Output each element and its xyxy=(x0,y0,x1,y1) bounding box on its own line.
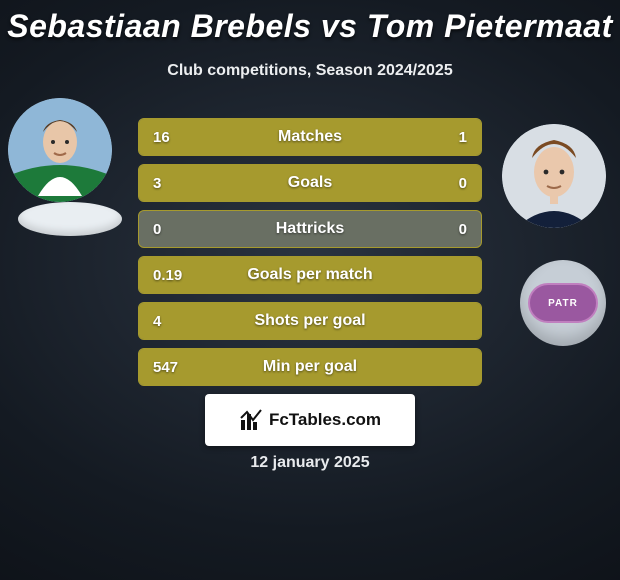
stat-value-left: 0.19 xyxy=(153,267,182,284)
stat-label: Goals per match xyxy=(247,266,372,284)
stat-row: 0 Hattricks 0 xyxy=(138,210,482,248)
player-left-face-icon xyxy=(8,98,112,202)
stat-value-left: 0 xyxy=(153,221,161,238)
stat-fill-right xyxy=(405,119,481,155)
stat-fill-left xyxy=(139,119,407,155)
player-left-avatar xyxy=(8,98,112,202)
fctables-logo-icon xyxy=(239,408,263,432)
player-right-face-icon xyxy=(502,124,606,228)
stat-row: 3 Goals 0 xyxy=(138,164,482,202)
generated-date: 12 january 2025 xyxy=(0,454,620,472)
comparison-infographic: Sebastiaan Brebels vs Tom Pietermaat Clu… xyxy=(0,0,620,580)
stat-value-right: 1 xyxy=(459,129,467,146)
stat-row: 547 Min per goal xyxy=(138,348,482,386)
page-title: Sebastiaan Brebels vs Tom Pietermaat xyxy=(0,8,620,45)
stat-label: Shots per goal xyxy=(254,312,365,330)
stat-rows: 16 Matches 1 3 Goals 0 0 Hattricks 0 0.19 Goals pe… xyxy=(138,118,482,386)
stat-row: 16 Matches 1 xyxy=(138,118,482,156)
stat-value-right: 0 xyxy=(459,175,467,192)
player-right-team-badge: PATR xyxy=(520,260,606,346)
stat-label: Goals xyxy=(288,174,332,192)
stat-value-right: 0 xyxy=(459,221,467,238)
team-right-badge-label: PATR xyxy=(528,283,598,323)
player-right-avatar xyxy=(502,124,606,228)
subtitle: Club competitions, Season 2024/2025 xyxy=(0,62,620,80)
stat-value-left: 16 xyxy=(153,129,170,146)
stat-label: Hattricks xyxy=(276,220,344,238)
stat-value-left: 3 xyxy=(153,175,161,192)
player-left-team-badge xyxy=(18,202,122,236)
stat-value-left: 547 xyxy=(153,359,178,376)
stat-label: Min per goal xyxy=(263,358,357,376)
stat-label: Matches xyxy=(278,128,342,146)
branding-badge: FcTables.com xyxy=(205,394,415,446)
stat-row: 4 Shots per goal xyxy=(138,302,482,340)
stat-row: 0.19 Goals per match xyxy=(138,256,482,294)
stat-value-left: 4 xyxy=(153,313,161,330)
branding-text: FcTables.com xyxy=(269,410,381,430)
